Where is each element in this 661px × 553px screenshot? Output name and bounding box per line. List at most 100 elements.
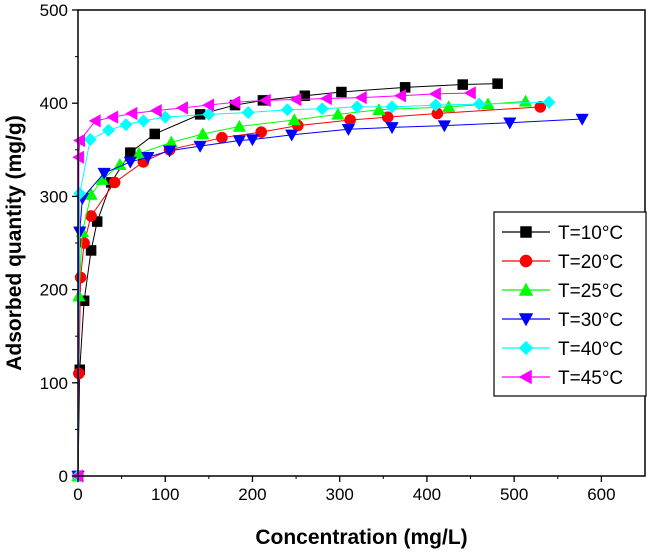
- data-point: [149, 128, 161, 140]
- data-point: [113, 157, 127, 170]
- legend-entry: T=25°C: [502, 281, 623, 302]
- data-point: [149, 103, 162, 118]
- x-tick-label: 200: [238, 485, 266, 504]
- legend: T=10°C T=20°C T=25°C T=30°C T=40°C T=45°C: [493, 211, 647, 397]
- series-line: [77, 92, 471, 477]
- data-point: [442, 100, 456, 113]
- series-4: [71, 113, 589, 483]
- legend-marker: [520, 226, 532, 238]
- data-point: [85, 245, 97, 256]
- data-point: [88, 114, 101, 128]
- data-point: [136, 114, 151, 128]
- x-tick-label: 100: [151, 485, 179, 504]
- data-point: [285, 129, 299, 142]
- legend-label: T=20°C: [558, 252, 623, 273]
- data-point: [429, 98, 443, 112]
- legend-marker: [518, 282, 534, 296]
- data-point: [202, 98, 215, 112]
- data-point: [193, 140, 207, 153]
- series-line: [77, 83, 498, 477]
- data-point: [534, 101, 547, 113]
- legend-label: T=10°C: [558, 223, 623, 244]
- legend-marker: [518, 313, 534, 327]
- data-point: [101, 123, 116, 137]
- data-point: [245, 134, 260, 147]
- data-point: [108, 176, 121, 189]
- data-point: [119, 118, 133, 132]
- x-tick-label: 500: [500, 485, 528, 504]
- y-axis-title: Adsorbed quantity (mg/g): [3, 115, 26, 371]
- data-point: [428, 87, 441, 101]
- data-point: [72, 133, 85, 148]
- series-line: [77, 100, 526, 477]
- data-point: [125, 106, 138, 121]
- data-point: [393, 89, 407, 103]
- legend-entry: T=20°C: [502, 252, 623, 273]
- y-tick-label: 0: [59, 467, 68, 486]
- data-point: [106, 110, 119, 124]
- data-point: [319, 91, 332, 106]
- series-1: [72, 78, 503, 482]
- data-point: [280, 103, 294, 117]
- data-point: [232, 119, 247, 132]
- y-tick-label: 300: [40, 187, 68, 206]
- data-point: [287, 113, 302, 126]
- y-tick-label: 500: [40, 1, 68, 20]
- data-point: [202, 107, 216, 121]
- data-point: [542, 95, 556, 109]
- x-axis-title: Concentration (mg/L): [255, 526, 467, 549]
- x-tick-label: 300: [326, 485, 354, 504]
- series-6: [71, 86, 476, 483]
- data-point: [457, 79, 468, 90]
- x-tick-label: 400: [413, 485, 441, 504]
- data-point: [228, 95, 241, 109]
- data-point: [289, 92, 302, 107]
- x-tick-label: 0: [73, 485, 82, 504]
- legend-marker: [518, 340, 534, 356]
- series-line: [77, 118, 583, 477]
- y-tick-label: 100: [40, 374, 68, 393]
- data-point: [315, 102, 329, 116]
- legend-entry: T=10°C: [502, 223, 623, 244]
- legend-label: T=40°C: [558, 339, 623, 360]
- data-point: [162, 145, 177, 158]
- legend-entry: T=40°C: [502, 339, 623, 360]
- data-point: [241, 105, 255, 120]
- data-point: [258, 93, 271, 108]
- data-point: [385, 100, 399, 114]
- data-point: [492, 78, 503, 89]
- data-point: [385, 122, 399, 135]
- series-line: [77, 101, 550, 477]
- data-point: [336, 86, 347, 98]
- data-point: [141, 152, 155, 165]
- data-point: [372, 102, 386, 115]
- data-point: [503, 117, 517, 130]
- y-tick-label: 200: [40, 281, 68, 300]
- data-point: [85, 210, 97, 222]
- x-tick-label: 600: [587, 485, 615, 504]
- legend-label: T=45°C: [558, 368, 623, 389]
- y-tick-label: 400: [40, 94, 68, 113]
- data-point: [341, 124, 356, 137]
- data-point: [196, 127, 210, 140]
- legend-marker: [518, 369, 532, 385]
- series-3: [71, 94, 533, 482]
- legend-label: T=30°C: [558, 310, 623, 331]
- data-point: [331, 107, 345, 120]
- legend-entry: T=30°C: [502, 310, 623, 331]
- legend-label: T=25°C: [558, 281, 623, 302]
- data-point: [175, 101, 188, 115]
- data-point: [350, 100, 364, 114]
- data-point: [216, 131, 228, 144]
- axis-ticks: 0 100 200 300 400 500 600 0 100 200 300 400 500: [40, 1, 616, 504]
- data-point: [123, 156, 138, 169]
- legend-entry: T=45°C: [502, 368, 623, 389]
- legend-marker: [519, 254, 533, 268]
- data-point: [97, 167, 111, 180]
- legend-box: [493, 211, 647, 397]
- data-point: [354, 90, 367, 105]
- data-point: [575, 113, 589, 126]
- data-point: [83, 132, 97, 147]
- data-point: [232, 135, 247, 148]
